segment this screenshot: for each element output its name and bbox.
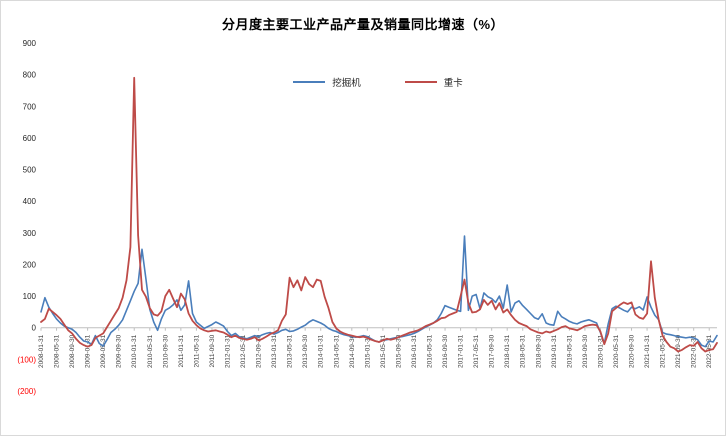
x-axis-tick-label: 2018-09-30 <box>535 334 542 368</box>
x-axis-tick-label: 2022-01-31 <box>691 334 698 368</box>
series-line-heavy-truck <box>40 76 718 353</box>
legend-label: 挖掘机 <box>332 78 361 89</box>
y-axis-tick-label: 300 <box>23 229 37 238</box>
x-axis-tick-label: 2009-09-30 <box>116 334 123 368</box>
x-axis-tick-label: 2013-09-30 <box>302 334 309 368</box>
x-axis-tick-label: 2013-01-31 <box>271 334 278 368</box>
legend-item-heavy-truck[interactable]: 重卡 <box>404 75 463 89</box>
x-axis-tick-label: 2022-05-31 <box>706 334 713 368</box>
y-axis-tick-label: 600 <box>23 134 37 143</box>
y-axis-tick-label: 400 <box>23 197 37 206</box>
x-axis-tick-label: 2019-09-30 <box>582 334 589 368</box>
x-axis-tick-label: 2008-05-31 <box>54 334 61 368</box>
y-axis-tick-label: 0 <box>32 324 37 333</box>
x-axis-tick-label: 2011-05-31 <box>193 334 200 367</box>
x-axis-tick-label: 2012-01-31 <box>224 334 231 368</box>
x-axis-tick-label: 2019-01-31 <box>551 334 558 368</box>
x-axis-tick-label: 2012-09-30 <box>256 334 263 368</box>
y-axis-tick-label: 900 <box>23 39 37 48</box>
x-axis-tick-label: 2008-09-30 <box>69 334 76 368</box>
legend-item-excavator[interactable]: 挖掘机 <box>293 75 361 89</box>
x-axis-tick-label: 2014-01-31 <box>318 334 325 368</box>
x-axis-tick-label: 2016-05-31 <box>427 334 434 368</box>
x-axis-tick-label: 2017-09-30 <box>489 334 496 368</box>
x-axis-tick-label: 2010-09-30 <box>162 334 169 368</box>
x-axis-tick-label: 2016-01-31 <box>411 334 418 368</box>
y-axis-tick-label: (100) <box>17 355 36 364</box>
x-axis-tick-label: 2010-01-31 <box>131 334 138 368</box>
x-axis-tick-label: 2020-09-30 <box>629 334 636 368</box>
x-axis-tick-label: 2015-05-31 <box>380 334 387 368</box>
x-axis-tick-label: 2014-09-30 <box>349 334 356 368</box>
x-axis-tick-label: 2021-01-31 <box>644 334 651 368</box>
x-axis-tick-label: 2018-05-31 <box>520 334 527 368</box>
x-axis-tick-label: 2021-05-31 <box>660 334 667 368</box>
x-axis-tick-label: 2017-05-31 <box>473 334 480 368</box>
x-axis-tick-label: 2018-01-31 <box>504 334 511 368</box>
x-axis-tick-label: 2014-05-31 <box>333 334 340 368</box>
x-axis-tick-label: 2010-05-31 <box>147 334 154 368</box>
legend-label: 重卡 <box>443 78 463 89</box>
x-axis-tick-label: 2009-01-31 <box>85 334 92 368</box>
y-axis-tick-label: (200) <box>17 387 36 396</box>
y-axis-tick-label: 200 <box>23 260 37 269</box>
y-axis-tick-label: 500 <box>23 166 37 175</box>
y-axis-tick-label: 700 <box>23 102 37 111</box>
y-axis-tick-label: 100 <box>23 292 37 301</box>
legend-line-icon <box>293 81 326 83</box>
y-axis-tick-label: 800 <box>23 71 37 80</box>
x-axis-tick-label: 2015-01-31 <box>364 334 371 368</box>
x-axis-tick-label: 2009-05-31 <box>100 334 107 368</box>
x-axis-tick-label: 2016-09-30 <box>442 334 449 368</box>
x-axis-tick-label: 2019-05-31 <box>566 334 573 368</box>
x-axis-tick-label: 2015-09-30 <box>395 334 402 368</box>
x-axis-tick-label: 2013-05-31 <box>287 334 294 368</box>
chart-legend: 挖掘机 重卡 <box>41 75 715 89</box>
x-axis-tick-label: 2020-05-31 <box>613 334 620 368</box>
x-axis-tick-label: 2008-01-31 <box>38 334 45 368</box>
x-axis-tick-label: 2017-01-31 <box>458 334 465 368</box>
chart-title: 分月度主要工业产品产量及销量同比增速（%） <box>221 17 505 32</box>
x-axis-tick-label: 2011-01-31 <box>178 334 185 367</box>
x-axis-tick-label: 2012-05-31 <box>240 334 247 368</box>
legend-line-icon <box>404 81 437 83</box>
x-axis-tick-label: 2020-01-31 <box>597 334 604 368</box>
x-axis-tick-label: 2011-09-30 <box>209 334 216 367</box>
